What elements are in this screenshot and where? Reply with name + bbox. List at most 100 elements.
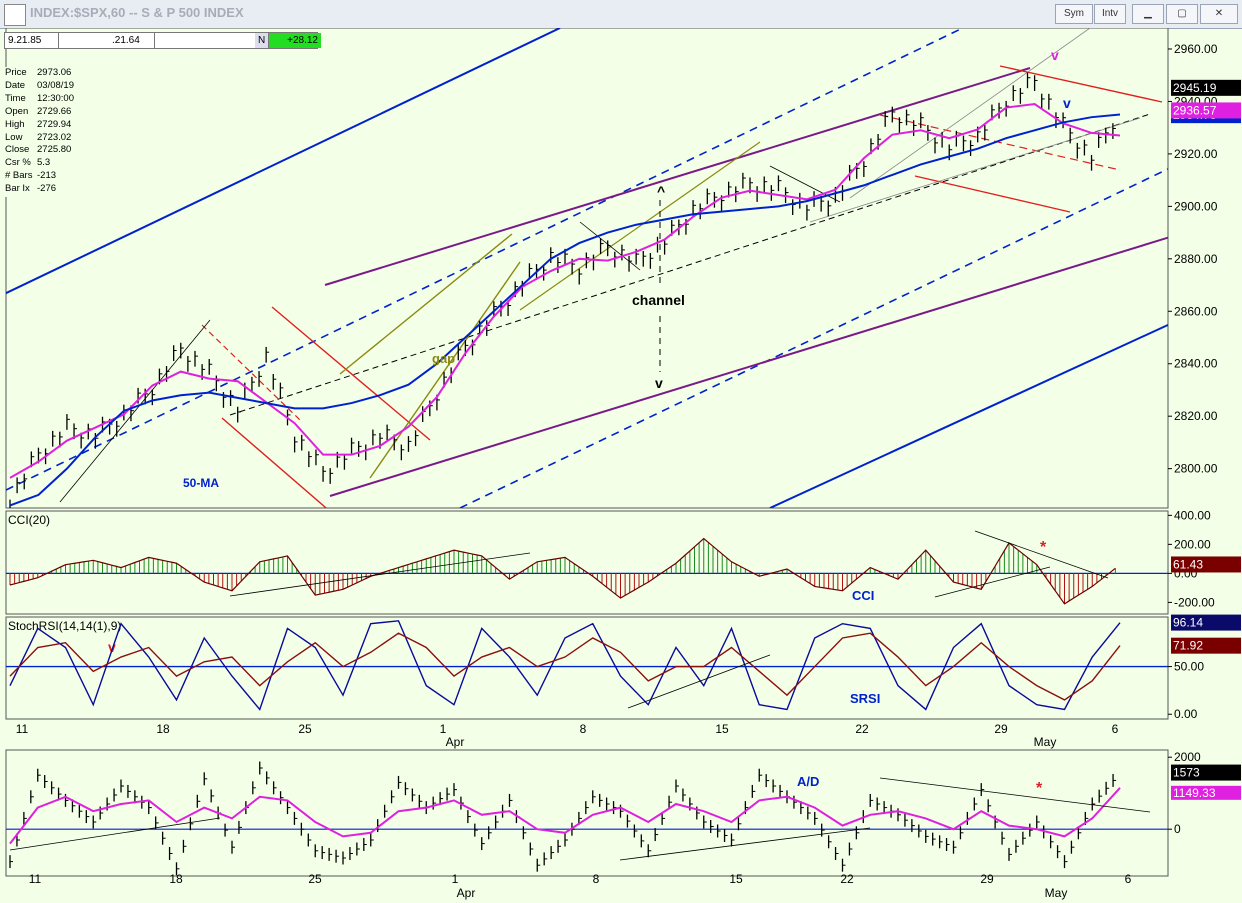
trend-line bbox=[201, 324, 301, 421]
x-tick-label-bottom: 25 bbox=[308, 872, 322, 886]
ad-ma-line bbox=[9, 787, 1121, 845]
info-box: Price 2973.06 Date 03/08/19 Time 12:30:00 Open… bbox=[5, 67, 87, 197]
ad-panel bbox=[5, 749, 1169, 877]
trend-line bbox=[229, 113, 1151, 416]
ad-star: * bbox=[1036, 780, 1043, 797]
price-last-value: 2945.19 bbox=[1173, 81, 1217, 95]
chart-area[interactable]: 2960.002940.002920.002900.002880.002860.… bbox=[0, 28, 1242, 903]
sym-button[interactable]: Sym bbox=[1055, 4, 1093, 24]
ad-ma-box bbox=[1171, 785, 1241, 800]
date-strip bbox=[0, 722, 1242, 748]
restore-button[interactable]: ▢ bbox=[1166, 4, 1198, 24]
srsi-d-box bbox=[1171, 637, 1241, 654]
trend-line bbox=[59, 319, 211, 503]
info-key: Open bbox=[5, 105, 29, 117]
cci-trend-line bbox=[229, 552, 531, 597]
title-bar: INDEX:$SPX,60 -- S & P 500 INDEX Sym Int… bbox=[0, 0, 1242, 29]
info-value: -276 bbox=[37, 183, 57, 195]
srsi-title: StochRSI(14,14(1),9) bbox=[8, 619, 121, 633]
info-row: # Bars -213 bbox=[5, 170, 87, 183]
info-value: 12:30:00 bbox=[37, 92, 74, 104]
price-last-value-box bbox=[1171, 79, 1241, 96]
price-y-tick-label: 2860.00 bbox=[1174, 304, 1218, 318]
trend-line bbox=[329, 236, 1168, 497]
x-tick-label-top: 29 bbox=[994, 722, 1008, 736]
cci-y-tick-label: -200.00 bbox=[1174, 595, 1215, 609]
ma50-label: 50-MA bbox=[183, 476, 219, 490]
srsi-y-tick-label: 50.00 bbox=[1174, 660, 1204, 674]
x-tick-label-top: 15 bbox=[715, 722, 729, 736]
x-tick-label-top: 25 bbox=[298, 722, 312, 736]
trend-line bbox=[6, 28, 965, 491]
trend-line bbox=[324, 67, 1031, 286]
minimize-button[interactable]: ▁ bbox=[1132, 4, 1164, 24]
info-row: High 2729.94 bbox=[5, 119, 87, 132]
cci-star: * bbox=[1040, 539, 1047, 556]
srsi-y-tick-label: 0.00 bbox=[1174, 707, 1198, 721]
intv-button[interactable]: Intv bbox=[1094, 4, 1126, 24]
gap-label: gap bbox=[432, 351, 455, 366]
cci-panel bbox=[5, 510, 1169, 615]
info-key: # Bars bbox=[5, 170, 33, 182]
price-y-tick-label: 2920.00 bbox=[1174, 147, 1218, 161]
x-tick-label-top: 8 bbox=[580, 722, 587, 736]
magenta-v-label: v bbox=[1051, 47, 1059, 63]
ask-field: .21.64 bbox=[109, 33, 155, 48]
ad-y-tick-label: 0 bbox=[1174, 822, 1181, 836]
info-row: Date 03/08/19 bbox=[5, 80, 87, 93]
price-y-tick-label: 2900.00 bbox=[1174, 199, 1218, 213]
info-key: High bbox=[5, 118, 25, 130]
cci-last-value-box bbox=[1171, 556, 1241, 573]
x-tick-label-top: 1 bbox=[440, 722, 447, 736]
price-y-tick-label: 2960.00 bbox=[1174, 42, 1218, 56]
info-key: Date bbox=[5, 79, 26, 91]
up-arrow-label: ^ bbox=[657, 183, 665, 199]
srsi-d-line bbox=[9, 632, 1121, 701]
channel-label: channel bbox=[632, 292, 685, 308]
trend-line bbox=[6, 28, 561, 295]
fast-ma-last-value: 2936.57 bbox=[1173, 103, 1217, 117]
srsi-k-box bbox=[1171, 614, 1241, 631]
info-row: Close 2725.80 bbox=[5, 144, 87, 157]
trend-line bbox=[459, 168, 1168, 508]
month-label-apr: Apr bbox=[446, 735, 465, 749]
srsi-d-value: 71.92 bbox=[1173, 639, 1203, 653]
cci-y-tick-label: 200.00 bbox=[1174, 537, 1211, 551]
cci-trend-line bbox=[974, 530, 1109, 579]
month-label-apr-2: Apr bbox=[457, 886, 476, 900]
month-label-may: May bbox=[1034, 735, 1057, 749]
info-key: Close bbox=[5, 144, 30, 156]
trend-line bbox=[914, 175, 1071, 213]
x-tick-label-bottom: 18 bbox=[169, 872, 183, 886]
down-arrow-label: v bbox=[655, 375, 663, 391]
x-tick-label-bottom: 22 bbox=[840, 872, 854, 886]
cci-last-value: 61.43 bbox=[1173, 557, 1203, 571]
info-value: 2723.02 bbox=[37, 131, 72, 143]
x-tick-label-top: 18 bbox=[156, 722, 170, 736]
cci-label: CCI bbox=[852, 588, 874, 603]
srsi-label: SRSI bbox=[850, 691, 880, 706]
info-row: Csr % 5.3 bbox=[5, 157, 87, 170]
close-button[interactable]: ✕ bbox=[1200, 4, 1238, 24]
ad-last-value: 1573 bbox=[1173, 766, 1200, 780]
price-y-tick-label: 2800.00 bbox=[1174, 462, 1218, 476]
info-value: -213 bbox=[37, 170, 57, 182]
x-tick-label-bottom: 11 bbox=[29, 872, 42, 886]
ma50-line bbox=[9, 113, 1121, 507]
x-tick-label-bottom: 1 bbox=[452, 872, 459, 886]
trend-line bbox=[369, 261, 521, 479]
ad-label: A/D bbox=[797, 774, 819, 789]
bid-field: 9.21.85 bbox=[5, 33, 59, 48]
change-field: +28.12 bbox=[269, 33, 321, 48]
price-y-tick-label: 2840.00 bbox=[1174, 357, 1218, 371]
x-tick-label-top: 6 bbox=[1112, 722, 1119, 736]
trend-line bbox=[769, 323, 1168, 508]
x-tick-label-top: 11 bbox=[16, 722, 29, 736]
price-y-tick-label: 2880.00 bbox=[1174, 252, 1218, 266]
ad-trend-line bbox=[9, 817, 221, 851]
ad-y-tick-label: 2000 bbox=[1174, 750, 1201, 764]
trend-line bbox=[221, 417, 328, 508]
app-icon bbox=[4, 4, 26, 26]
info-row: Open 2729.66 bbox=[5, 106, 87, 119]
price-panel bbox=[5, 28, 1169, 509]
